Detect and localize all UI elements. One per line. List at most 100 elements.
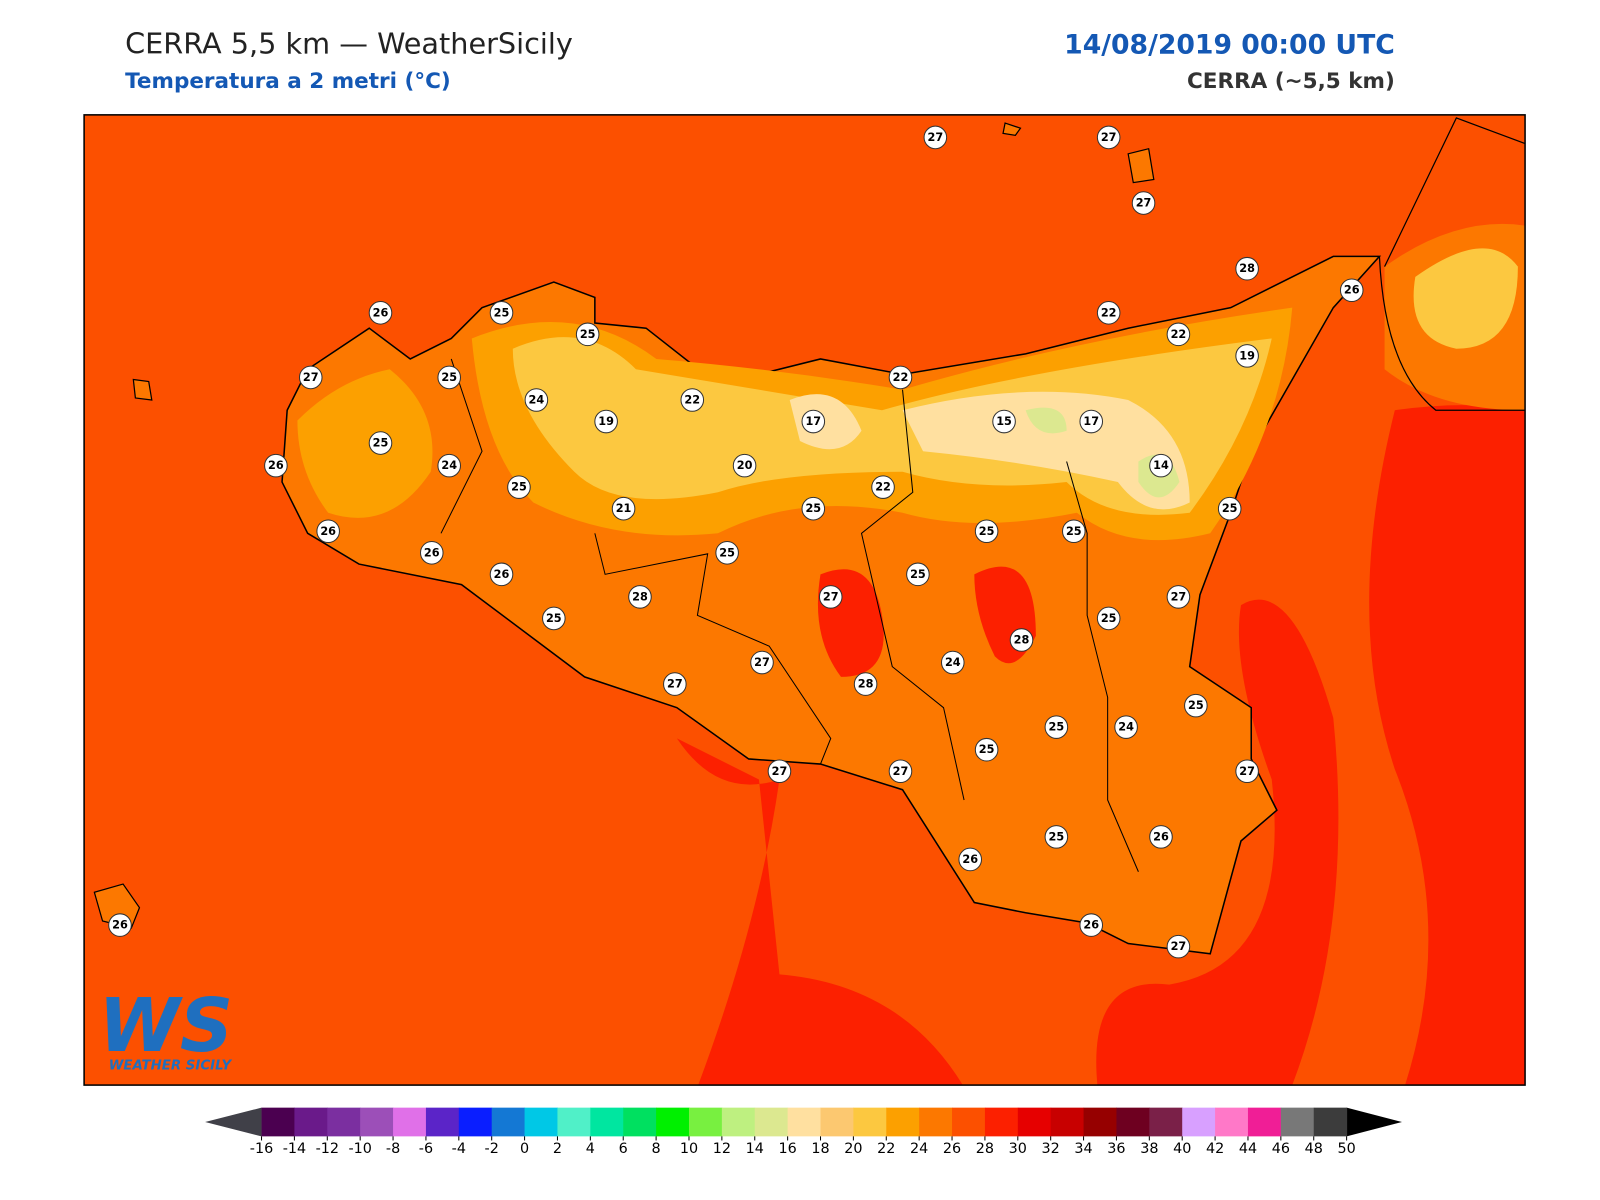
station-value: 24: [1118, 721, 1134, 734]
colorbar-bin: [919, 1107, 953, 1137]
station-value: 28: [1239, 262, 1255, 275]
station-marker: [611, 496, 636, 521]
model: CERRA (~5,5 km): [1187, 69, 1395, 94]
station-value: 22: [893, 371, 909, 384]
station-marker: [801, 409, 826, 434]
station-marker: [489, 301, 514, 325]
station-marker: [298, 365, 323, 390]
colorbar-bin: [656, 1107, 690, 1137]
station-value: 26: [424, 546, 440, 559]
contour: [1369, 405, 1526, 1086]
station-value: 27: [1239, 765, 1255, 778]
station-marker: [1079, 409, 1104, 434]
colorbar-label: 8: [652, 1141, 661, 1157]
colorbar-bin: [557, 1107, 591, 1137]
station-value: 25: [511, 481, 527, 494]
station-value: 17: [805, 415, 821, 428]
station-value: 25: [1188, 699, 1204, 712]
map-frame: [83, 114, 1526, 1086]
colorbar-label: -16: [250, 1141, 273, 1157]
colorbar-label: -12: [316, 1141, 339, 1157]
station-value: 27: [928, 131, 944, 144]
station-value: 26: [112, 919, 128, 932]
colorbar-bin: [952, 1107, 986, 1137]
station-value: 17: [1083, 415, 1099, 428]
station-marker: [1166, 585, 1191, 609]
station-value: 26: [320, 525, 336, 538]
colorbar-label: 36: [1107, 1141, 1125, 1157]
station-marker: [368, 431, 393, 455]
station-marker: [1096, 301, 1121, 325]
colorbar-bin: [590, 1107, 624, 1137]
station-marker: [524, 388, 549, 412]
colorbar-bin: [886, 1107, 920, 1137]
colorbar-label: 50: [1337, 1141, 1355, 1157]
station-value: 27: [893, 765, 909, 778]
station-value: 25: [719, 546, 735, 559]
station-value: 27: [303, 371, 319, 384]
station-marker: [1062, 519, 1086, 544]
colorbar-bin: [1149, 1107, 1183, 1137]
station-value: 27: [1171, 940, 1187, 953]
station-marker: [871, 475, 895, 499]
colorbar-label: 30: [1009, 1141, 1027, 1157]
station-value: 27: [754, 656, 770, 669]
station-marker: [1044, 715, 1069, 739]
station-value: 25: [580, 328, 596, 341]
station-marker: [1217, 496, 1242, 521]
colorbar-bin: [984, 1107, 1019, 1137]
colorbar-bin: [754, 1107, 789, 1137]
colorbar-bin: [294, 1107, 328, 1137]
station-marker: [1096, 606, 1121, 631]
colorbar-label: 10: [680, 1141, 698, 1157]
station-marker: [940, 650, 965, 675]
borders: [440, 358, 1139, 872]
station-value: 19: [598, 415, 614, 428]
station-value: 26: [1083, 919, 1099, 932]
colorbar-bin: [1313, 1107, 1348, 1137]
datetime: 14/08/2019 00:00 UTC: [1064, 29, 1395, 60]
station-marker: [1166, 322, 1191, 347]
logo: WS WEATHER SICILY: [98, 983, 233, 1073]
colorbar-over: [1346, 1107, 1402, 1137]
station-value: 27: [1171, 590, 1187, 603]
colorbar-label: 12: [713, 1141, 731, 1157]
station-value: 21: [616, 502, 632, 515]
coast: [1378, 117, 1526, 411]
station-marker: [368, 301, 393, 325]
colorbar-bin: [524, 1107, 558, 1137]
colorbar-bin: [787, 1107, 822, 1137]
station-marker: [437, 453, 462, 478]
colorbar-label: -6: [419, 1141, 433, 1157]
station-value: 19: [1239, 349, 1255, 362]
station-marker: [974, 737, 999, 762]
colorbar-label: 24: [910, 1141, 928, 1157]
colorbar-label: 26: [943, 1141, 961, 1157]
colorbar-label: 22: [877, 1141, 895, 1157]
colorbar-label: 48: [1305, 1141, 1323, 1157]
colorbar-bin: [1017, 1107, 1052, 1137]
colorbar-label: 18: [811, 1141, 829, 1157]
station-marker: [888, 759, 913, 784]
colorbar-label: -10: [348, 1141, 371, 1157]
contour: [1096, 599, 1339, 1086]
station-value: 26: [494, 568, 510, 581]
colorbar-bin: [623, 1107, 657, 1137]
station-value: 24: [529, 393, 545, 406]
station-value: 26: [373, 306, 389, 319]
colorbar-under: [205, 1107, 262, 1137]
colorbar-label: 38: [1140, 1141, 1158, 1157]
station-value: 26: [962, 853, 978, 866]
station-value: 25: [910, 568, 926, 581]
colorbar-bin: [1083, 1107, 1117, 1137]
station-marker: [715, 541, 739, 565]
colorbar-bin: [458, 1107, 493, 1137]
islands: [93, 122, 1155, 929]
colorbar-label: 42: [1206, 1141, 1224, 1157]
station-marker: [489, 562, 514, 587]
colorbar-label: 32: [1042, 1141, 1060, 1157]
colorbar-label: 20: [844, 1141, 862, 1157]
station-value: 27: [1136, 197, 1152, 210]
station-marker: [818, 585, 843, 609]
